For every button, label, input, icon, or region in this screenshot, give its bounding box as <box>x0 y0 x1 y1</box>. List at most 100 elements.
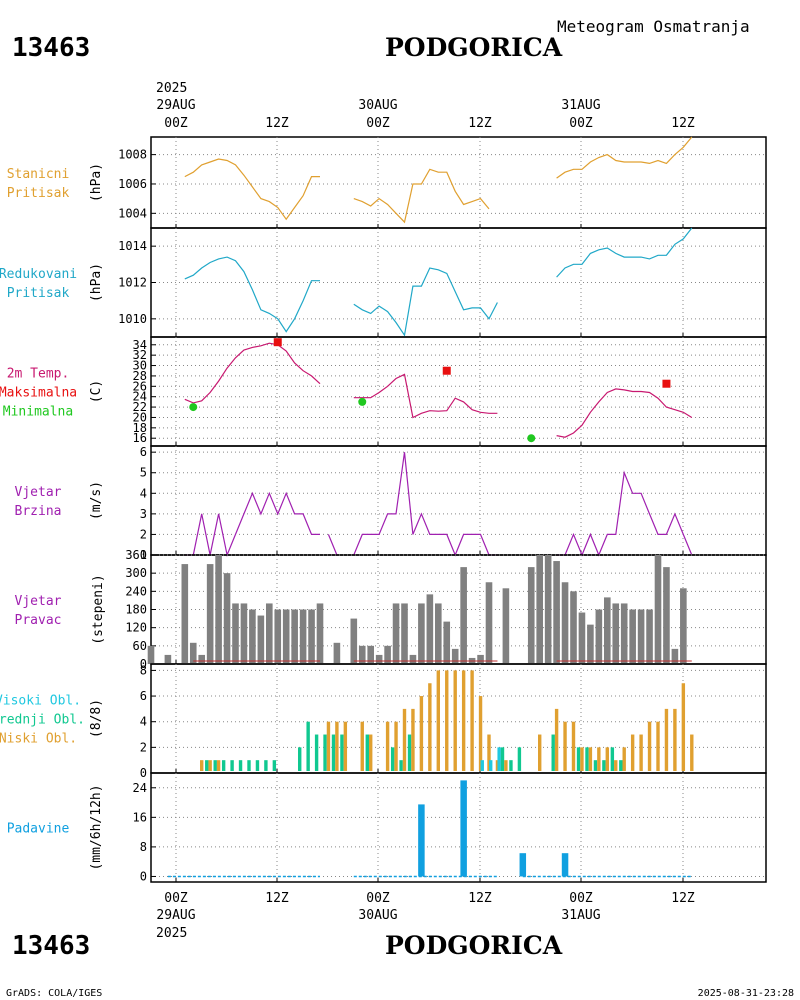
cloud-low-bar-18 <box>335 721 339 771</box>
wind-direction-bar-20 <box>350 618 358 664</box>
cloud-mid-bar-17 <box>323 734 327 771</box>
cloud-low-bar-3 <box>208 760 212 771</box>
wind-direction-bar-24 <box>384 645 391 664</box>
station_pressure-ytick-label-2: 1008 <box>118 148 147 162</box>
precip-bar-3 <box>561 853 569 877</box>
wind-direction-bar-26 <box>401 603 408 664</box>
reduced_pressure-series-segment-1 <box>353 267 498 337</box>
cloud-low-bar-36 <box>487 734 491 771</box>
tmax-marker-0 <box>273 338 282 347</box>
wind-direction-bar-32 <box>451 648 459 664</box>
clouds-panel: 0 2 4 6 8 (8/8) Visoki Obl. Srednji Obl. Niski O… <box>0 663 767 780</box>
tmin-marker-1 <box>358 397 367 406</box>
wind-direction-bar-3 <box>189 642 197 664</box>
footer-credit: GrADS: COLA/IGES <box>6 988 102 999</box>
bottom-hour-label-2: 12Z <box>265 891 289 906</box>
precip-bar-1 <box>460 780 467 877</box>
temperature-series-segment-2 <box>556 388 693 438</box>
station-id-bottom: 13463 <box>12 931 90 961</box>
precipitation-frame <box>150 772 767 883</box>
cloud-low-bar-45 <box>563 721 567 771</box>
bottom-hour-label-4: 12Z <box>468 891 492 906</box>
cloud-mid-bar-50 <box>602 760 606 771</box>
wind_speed-frame <box>150 445 767 556</box>
wind_speed-series-segment-3 <box>556 470 693 557</box>
wind_speed-ytick-label-3: 4 <box>140 486 147 500</box>
tmin-marker-2 <box>527 434 536 443</box>
cloud-low-bar-59 <box>681 683 686 771</box>
cloud-low-bar-32 <box>453 670 457 771</box>
cloud-high-bar-37 <box>497 747 501 771</box>
wind-direction-bar-18 <box>316 603 324 664</box>
cloud-low-bar-60 <box>690 734 694 771</box>
wind_speed-series-segment-1 <box>327 534 338 556</box>
wind_speed-ytick-label-5: 6 <box>140 445 147 459</box>
wind-direction-bar-2 <box>181 564 189 664</box>
cloud-low-bar-38 <box>504 760 508 771</box>
cloud-mid-bar-39 <box>509 760 513 771</box>
cloud-mid-bar-14 <box>298 747 302 771</box>
cloud-mid-bar-22 <box>365 734 369 771</box>
wind-direction-bar-30 <box>435 603 442 664</box>
bottom-hour-label-6: 12Z <box>671 891 695 906</box>
temperature-ytick-label-5: 26 <box>133 379 147 393</box>
cloud-low-bar-47 <box>580 747 584 771</box>
precipitation-ytick-label-2: 16 <box>133 810 147 824</box>
cloud-low-bar-49 <box>597 747 601 771</box>
cloud-mid-bar-9 <box>255 760 260 771</box>
tmax-marker-1 <box>442 366 451 375</box>
reduced_pressure-series-segment-0 <box>184 256 320 333</box>
cloud-low-bar-17 <box>326 721 331 771</box>
cloud-mid-bar-4 <box>213 760 217 771</box>
cloud-high-bar-36 <box>489 760 493 771</box>
cloud-low-bar-25 <box>394 721 398 771</box>
clouds-ytick-label-0: 0 <box>140 766 147 780</box>
wind-direction-bar-35 <box>477 654 484 664</box>
wind-direction-bar-43 <box>570 591 577 664</box>
wind-direction-bar-54 <box>663 567 670 664</box>
wind_speed-series-segment-2 <box>353 452 498 557</box>
cloud-low-bar-33 <box>461 670 466 771</box>
station_pressure-series-segment-1 <box>353 168 490 224</box>
wind_direction-ytick-label-4: 240 <box>125 584 147 598</box>
bottom-hour-label-5: 00Z <box>569 891 593 906</box>
cloud-low-bar-52 <box>622 747 626 771</box>
cloud-low-bar-57 <box>664 708 669 771</box>
wind-direction-bar-39 <box>536 555 543 664</box>
cloud-mid-bar-3 <box>205 760 209 771</box>
station-name-bottom: PODGORICA <box>385 931 563 960</box>
wind_speed-label-1: Brzina <box>15 504 62 519</box>
top-hour-label-4: 12Z <box>468 116 492 131</box>
cloud-mid-bar-11 <box>272 760 277 771</box>
wind-direction-bar-13 <box>274 609 282 664</box>
clouds-label-1: Srednji Obl. <box>0 713 85 728</box>
wind-direction-bar-1 <box>164 654 172 664</box>
wind-direction-bar-25 <box>392 603 400 664</box>
precip-bar-2 <box>519 853 527 877</box>
wind-direction-bar-0 <box>147 645 155 664</box>
wind_speed-ytick-label-0: 1 <box>140 548 147 562</box>
footer-timestamp: 2025-08-31-23:28 <box>698 988 794 999</box>
temperature-ytick-label-2: 20 <box>133 410 147 424</box>
precip-bar-0 <box>418 804 425 877</box>
cloud-low-bar-31 <box>445 670 449 771</box>
temperature-frame <box>150 336 767 447</box>
wind_direction-label-0: Vjetar <box>15 594 62 609</box>
wind-direction-bar-52 <box>646 609 653 664</box>
wind-direction-bar-51 <box>637 609 645 664</box>
cloud-high-bar-35 <box>480 760 484 771</box>
top-hour-label-5: 00Z <box>569 116 593 131</box>
station_pressure-unit-label: (hPa) <box>89 163 104 202</box>
cloud-mid-bar-18 <box>331 734 336 771</box>
cloud-low-bar-46 <box>571 721 576 771</box>
cloud-mid-bar-5 <box>221 760 226 771</box>
wind_speed-label-0: Vjetar <box>15 485 62 500</box>
temperature-unit-label: (C) <box>89 380 104 403</box>
reduced_pressure-unit-label: (hPa) <box>89 263 104 302</box>
wind-direction-bar-47 <box>604 597 611 664</box>
top-day-label-2: 30AUG <box>358 98 397 113</box>
wind_speed-panel: 1 2 3 4 5 6 (m/s) Vjetar Brzina <box>15 445 767 562</box>
cloud-mid-bar-10 <box>264 760 268 771</box>
cloud-low-bar-22 <box>369 734 373 771</box>
